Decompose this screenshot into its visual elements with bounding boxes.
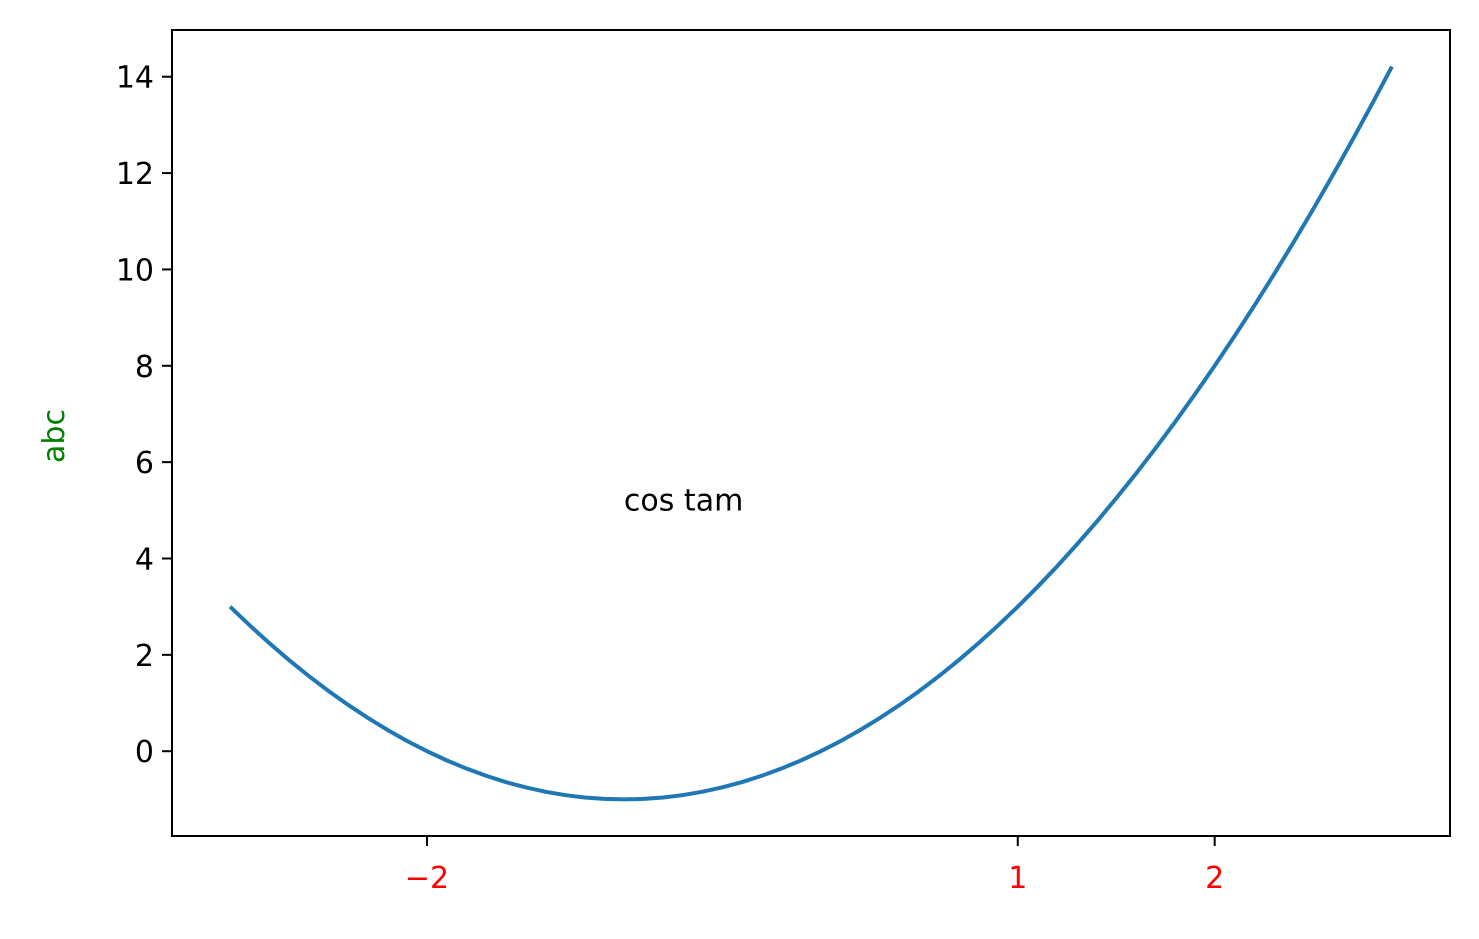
y-tick-label: 0 <box>135 735 154 770</box>
y-axis-label: abc <box>37 409 72 463</box>
y-tick-label: 10 <box>116 253 154 288</box>
y-tick-label: 14 <box>116 61 154 96</box>
x-tick-label: −2 <box>405 861 449 896</box>
y-tick-label: 2 <box>135 639 154 674</box>
x-tick-label: 2 <box>1205 861 1224 896</box>
line <box>228 65 1394 802</box>
x-tick-label: 1 <box>1008 861 1027 896</box>
y-tick-label: 4 <box>135 543 154 578</box>
annotation: cos tam <box>624 483 743 518</box>
y-tick-label: 8 <box>135 350 154 385</box>
plot-frame <box>171 29 1451 837</box>
y-tick-label: 6 <box>135 446 154 481</box>
y-tick-label: 12 <box>116 157 154 192</box>
